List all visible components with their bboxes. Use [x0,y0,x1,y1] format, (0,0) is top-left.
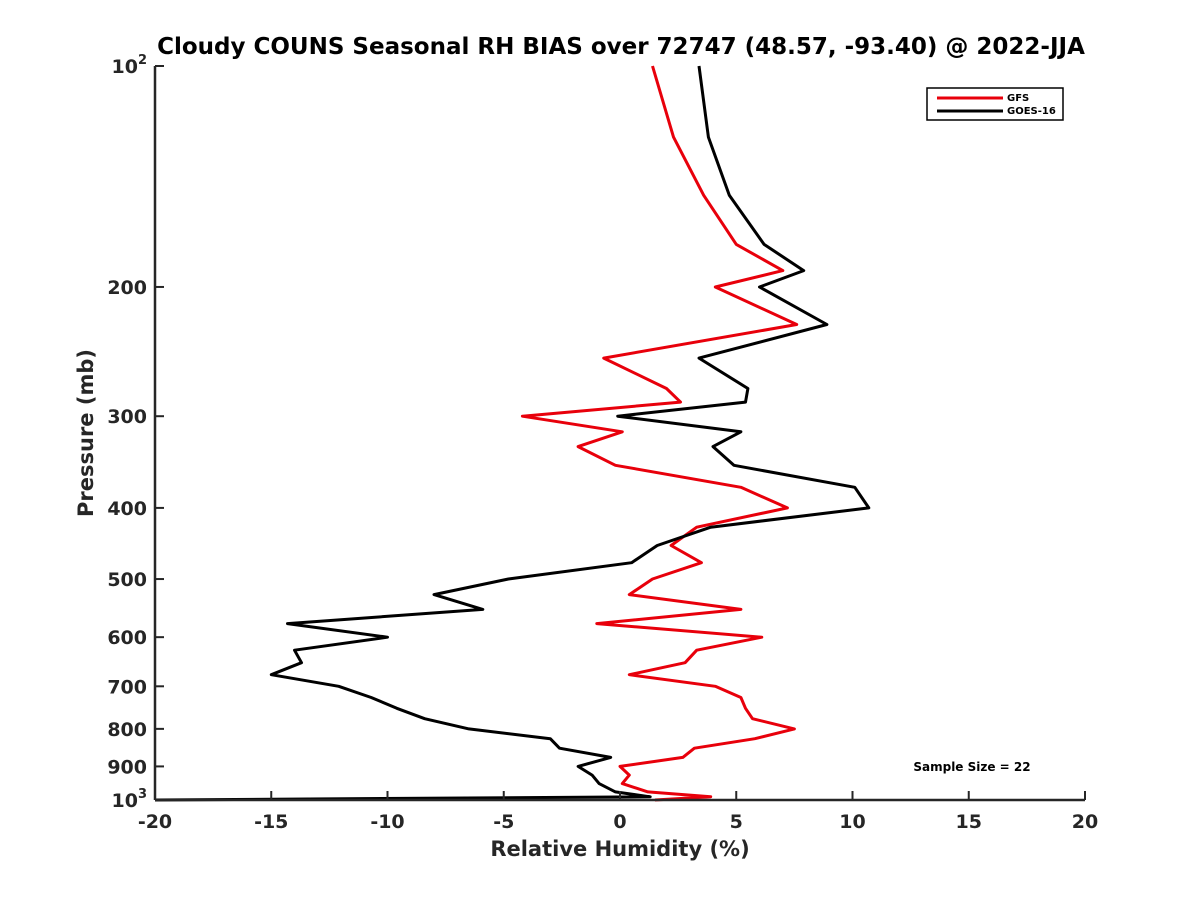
x-tick-label: 20 [1072,811,1098,833]
x-tick-label: 0 [613,811,626,833]
plot-lines [154,65,871,802]
x-tick-label: -10 [370,811,404,833]
legend: GFS GOES-16 [926,87,1064,121]
x-axis-label: Relative Humidity (%) [490,837,749,861]
y-tick-label: 500 [107,569,147,591]
y-tick-label: 900 [107,756,147,778]
x-ticks: -20 -15 -10 -5 0 5 10 15 20 [138,791,1098,833]
x-tick-label: -20 [138,811,172,833]
legend-label-goes16: GOES-16 [1007,106,1056,117]
y-tick-label: 800 [107,719,147,741]
y-tick-label: 700 [107,676,147,698]
x-tick-label: 15 [956,811,982,833]
x-tick-label: -5 [493,811,514,833]
x-tick-label: 10 [839,811,865,833]
series-line-goes16 [154,65,871,802]
y-tick-label: 102 [112,53,148,78]
y-axis-label: Pressure (mb) [74,349,98,517]
x-tick-label: -15 [254,811,288,833]
y-tick-label: 103 [112,787,148,812]
y-tick-label: 200 [107,277,147,299]
y-tick-label: 300 [107,406,147,428]
legend-box [926,87,1064,121]
x-tick-label: 5 [730,811,743,833]
y-ticks: 102 200 300 400 500 600 700 800 900 103 [107,53,164,812]
chart-title: Cloudy COUNS Seasonal RH BIAS over 72747… [157,34,1085,60]
series-line-gfs [520,65,799,802]
y-tick-label: 600 [107,627,147,649]
sample-size-annotation: Sample Size = 22 [913,760,1030,774]
legend-label-gfs: GFS [1007,93,1029,104]
y-tick-label: 400 [107,498,147,520]
